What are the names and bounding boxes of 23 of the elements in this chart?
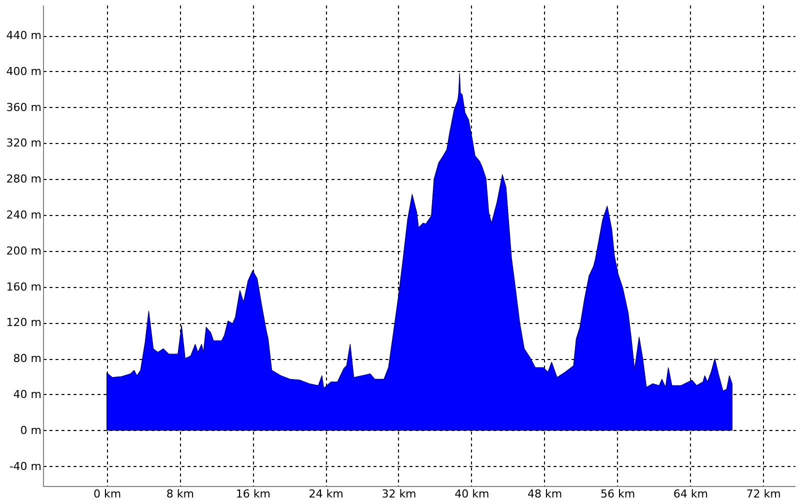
- y-tick-label: 280 m: [6, 172, 42, 186]
- y-tick-label: 160 m: [6, 280, 42, 294]
- y-tick-label: 0 m: [20, 424, 42, 437]
- x-tick-label: 8 km: [166, 488, 194, 500]
- y-tick-label: 400 m: [6, 64, 42, 78]
- y-tick-label: 40 m: [13, 388, 42, 401]
- y-tick-label: 360 m: [6, 100, 42, 114]
- x-tick-label: 72 km: [746, 488, 781, 500]
- x-tick-label: 40 km: [454, 488, 490, 500]
- x-tick-label: 0 km: [94, 488, 122, 500]
- y-tick-label: 200 m: [6, 244, 42, 258]
- x-tick-label: 64 km: [673, 488, 708, 500]
- y-tick-label: -40 m: [9, 460, 42, 473]
- x-tick-label: 16 km: [236, 488, 270, 500]
- x-tick-label: 32 km: [382, 488, 416, 500]
- y-tick-label: 80 m: [13, 352, 42, 366]
- x-tick-label: 56 km: [600, 488, 636, 500]
- y-tick-label: 320 m: [6, 136, 42, 150]
- y-tick-label: 120 m: [6, 316, 42, 330]
- x-tick-label: 24 km: [308, 488, 344, 500]
- y-tick-label: 440 m: [6, 29, 42, 42]
- x-tick-label: 48 km: [528, 488, 562, 500]
- y-tick-label: 240 m: [6, 208, 42, 222]
